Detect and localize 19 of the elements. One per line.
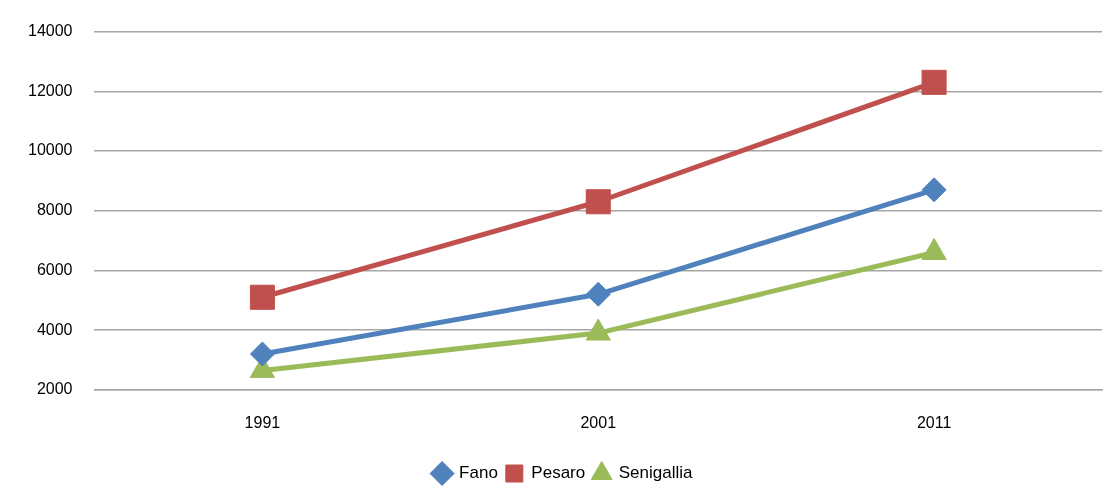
y-tick-label: 14000 [27,22,73,40]
y-tick-label: 6000 [36,260,73,278]
y-tick-label: 8000 [36,201,73,219]
x-tick-label: 2011 [916,413,952,431]
y-tick-label: 12000 [27,81,73,99]
y-tick-label: 10000 [27,141,73,159]
x-tick-label: 2001 [580,413,617,431]
point [585,189,611,215]
point [249,284,275,310]
legend-label: Senigallia [618,463,693,483]
y-tick-label: 2000 [36,380,73,398]
legend-label: Fano [459,463,498,483]
x-tick-label: 1991 [244,413,281,431]
point [921,69,947,95]
point [921,177,947,203]
y-tick-label: 4000 [36,320,73,338]
point [585,281,611,307]
point [249,341,275,367]
legend-label: Pesaro [531,463,586,483]
